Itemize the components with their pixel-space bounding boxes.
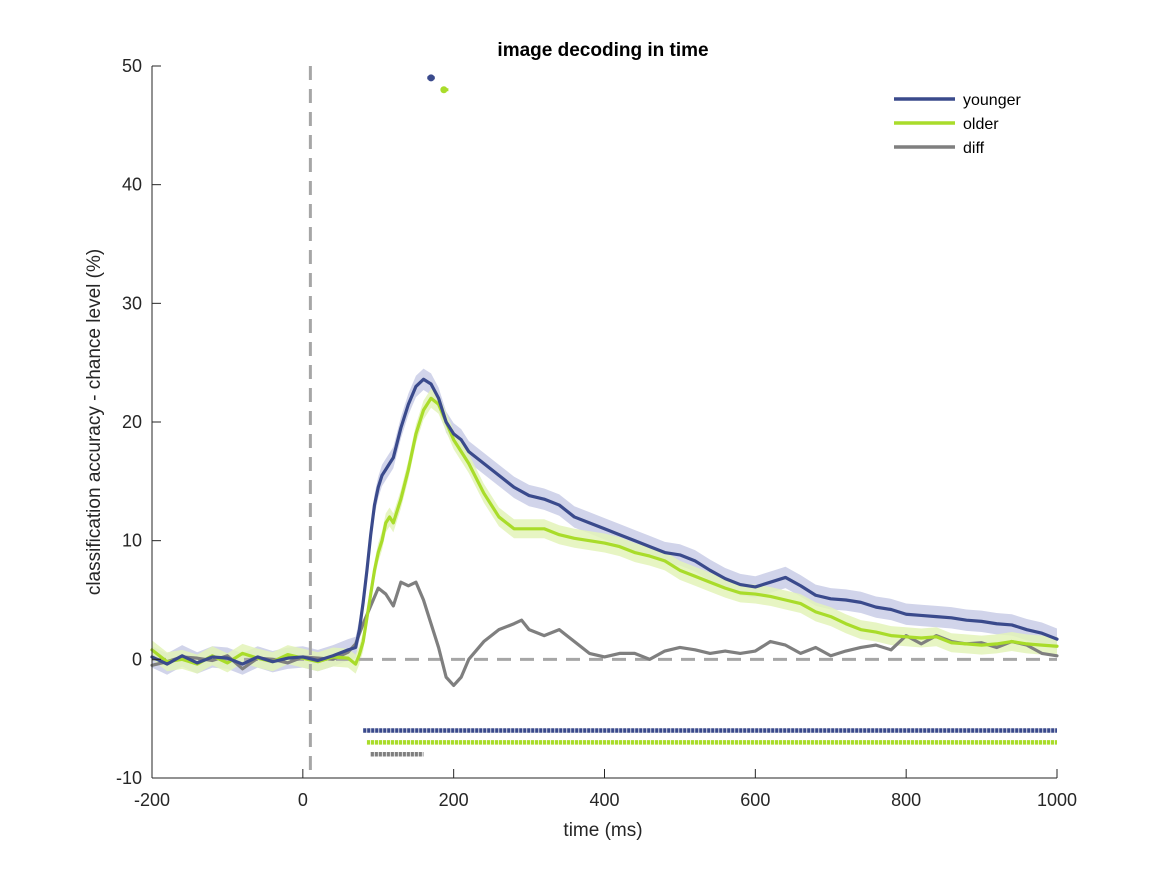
y-tick-label: 50 (122, 56, 142, 76)
x-tick-label: 600 (740, 790, 770, 810)
x-tick-label: 800 (891, 790, 921, 810)
x-tick-label: -200 (134, 790, 170, 810)
legend-label-younger: younger (963, 92, 1021, 109)
series-line-younger (150, 377, 1059, 666)
y-tick-label: 40 (122, 175, 142, 195)
x-tick-label: 200 (439, 790, 469, 810)
peak-markers (427, 74, 449, 94)
significance-markers (363, 728, 1057, 757)
series-lines (150, 377, 1059, 688)
x-tick-label: 0 (298, 790, 308, 810)
legend-label-diff: diff (963, 140, 985, 157)
y-tick-label: -10 (116, 768, 142, 788)
x-tick-label: 1000 (1037, 790, 1077, 810)
axes: -200 0 200 400 600 800 1000 -10 0 10 20 30 40 50 (116, 56, 1077, 810)
legend: younger older diff (894, 92, 1021, 157)
peak-point-older (440, 86, 448, 94)
series-line-older (150, 396, 1059, 666)
x-tick-label: 400 (589, 790, 619, 810)
x-axis-label: time (ms) (563, 820, 642, 841)
y-tick-label: 20 (122, 412, 142, 432)
legend-label-older: older (963, 116, 999, 133)
y-tick-label: 30 (122, 293, 142, 313)
y-tick-label: 10 (122, 531, 142, 551)
y-axis-label: classification accuracy - chance level (… (84, 249, 105, 595)
peak-point-younger (427, 74, 435, 82)
chart-title: image decoding in time (497, 40, 708, 61)
y-tick-label: 0 (132, 649, 142, 669)
